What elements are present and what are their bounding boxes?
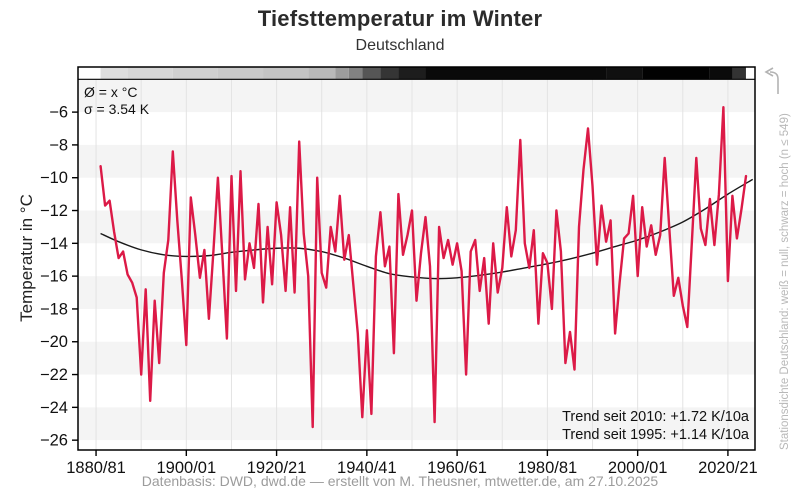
station-density-bar-segment [127,67,173,80]
station-density-caption: Stationsdichte Deutschland: weiß = null,… [779,113,791,450]
y-tick-label: −18 [40,300,68,318]
x-tick-label: 2020/21 [698,459,758,477]
y-axis-label: Temperatur in °C [17,194,36,322]
y-tick-label: −12 [40,202,68,220]
station-density-bar-segment [425,67,607,80]
page-title: Tiefsttemperatur im Winter [257,6,543,31]
trend-annotation: Trend seit 2010: +1.72 K/10a Trend seit … [562,408,749,444]
station-density-bar-segment [217,67,264,80]
background-stripe [78,341,755,375]
x-tick-label: 1980/81 [518,459,578,477]
plot-frame [77,66,756,451]
trend-2010-annotation: Trend seit 2010: +1.72 K/10a [562,409,749,425]
station-density-bar-segment [172,67,218,80]
x-tick-label: 1900/01 [156,459,216,477]
station-density-bar-segment [380,67,399,80]
x-tick-label: 2000/01 [608,459,668,477]
y-tick-label: −14 [40,235,68,253]
mean-annotation: Ø = x °C [84,84,138,100]
station-density-bar-segment [263,67,309,80]
background-stripe [78,407,755,441]
x-tick-label: 1920/21 [247,459,307,477]
background-stripe [78,79,755,113]
y-tick-label: −16 [40,268,68,286]
station-density-bar-segment [78,67,101,80]
y-tick-label: −22 [40,366,68,384]
station-density-bar-segment [335,67,349,80]
y-tick-label: −6 [49,104,68,122]
station-density-bar-segment [709,67,733,80]
y-tick-label: −20 [40,333,68,351]
station-density-bar-segment [348,67,363,80]
y-tick-label: −24 [40,399,68,417]
curved-arrow-icon [764,67,779,94]
y-tick-label: −26 [40,432,68,450]
station-density-bar-segment [606,67,643,80]
sigma-annotation: σ = 3.54 K [84,101,150,117]
temperature-series-line [99,105,748,429]
y-tick-label: −10 [40,169,68,187]
station-density-bar-segment [398,67,426,80]
background-stripe [78,144,755,178]
x-tick-label: 1960/61 [427,459,487,477]
station-density-bar-segment [362,67,381,80]
station-density-bar-segment [745,67,755,80]
station-density-bar-segment [732,67,746,80]
station-density-bar-segment [642,67,710,80]
station-density-bar-segment [100,67,128,80]
x-tick-label: 1940/41 [337,459,397,477]
page-subtitle: Deutschland [355,37,445,54]
x-tick-label: 1880/81 [66,459,126,477]
station-density-bar-segment [308,67,336,80]
trend-1995-annotation: Trend seit 1995: +1.14 K/10a [562,427,749,443]
statistics-annotation: Ø = x °C σ = 3.54 K [84,84,149,118]
data-credit-footer: Datenbasis: DWD, dwd.de — erstellt von M… [141,473,659,489]
y-tick-label: −8 [49,136,68,154]
